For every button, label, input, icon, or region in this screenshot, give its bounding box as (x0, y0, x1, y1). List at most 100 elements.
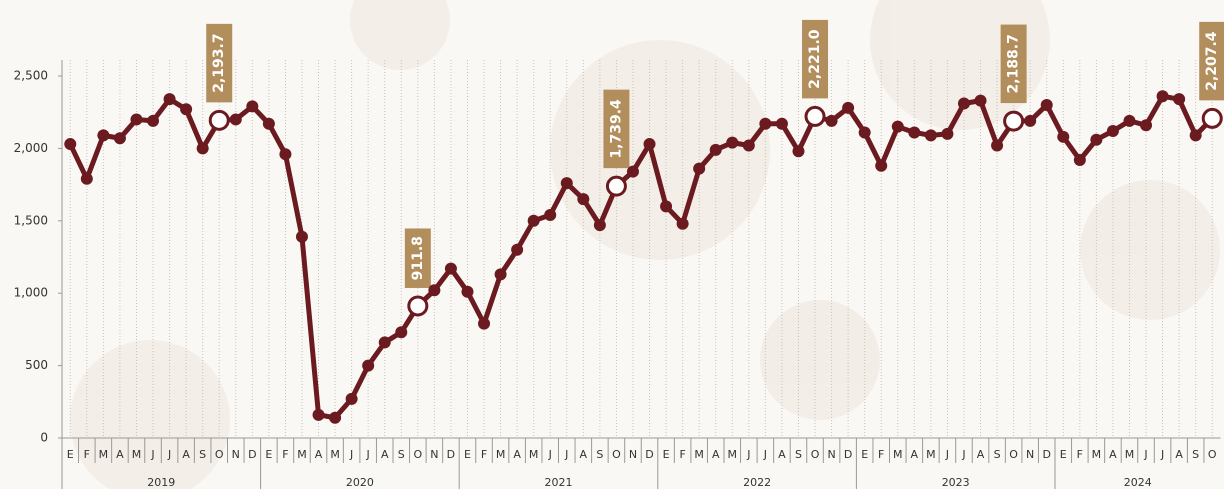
x-tick-label: F (84, 448, 90, 461)
y-tick-label: 1,000 (14, 286, 48, 300)
x-tick-label: F (481, 448, 487, 461)
x-tick-label: J (150, 448, 154, 461)
data-point (1106, 125, 1119, 138)
data-point (444, 262, 457, 275)
x-tick-label: O (215, 448, 224, 461)
x-tick-label: S (398, 448, 405, 461)
y-tick-label: 0 (40, 431, 48, 445)
data-point (957, 97, 970, 110)
year-label: 2019 (147, 476, 175, 489)
data-point (428, 284, 441, 297)
value-label: 1,739.4 (608, 99, 624, 159)
x-tick-label: M (132, 448, 142, 461)
x-tick-label: F (282, 448, 288, 461)
x-tick-label: N (232, 448, 240, 461)
x-tick-label: M (99, 448, 109, 461)
x-tick-label: M (330, 448, 340, 461)
data-point (511, 243, 524, 256)
data-point (196, 142, 209, 155)
x-tick-label: D (1042, 448, 1050, 461)
data-point (742, 139, 755, 152)
value-label-box (603, 89, 630, 169)
data-point (478, 317, 491, 330)
x-tick-label: S (795, 448, 802, 461)
data-point (246, 100, 259, 113)
data-point (759, 117, 772, 130)
x-tick-label: S (994, 448, 1001, 461)
x-tick-label: J (349, 448, 353, 461)
x-tick-label: D (447, 448, 455, 461)
data-point (924, 129, 937, 142)
x-tick-label: F (1077, 448, 1083, 461)
x-tick-label: O (811, 448, 820, 461)
x-tick-label: N (430, 448, 438, 461)
x-tick-label: M (529, 448, 539, 461)
x-tick-label: S (199, 448, 206, 461)
x-tick-label: A (513, 448, 521, 461)
data-point (1073, 153, 1086, 166)
x-tick-label: E (265, 448, 272, 461)
data-point (1140, 119, 1153, 132)
data-point (80, 172, 93, 185)
data-point (229, 113, 242, 126)
x-tick-label: M (297, 448, 307, 461)
data-point (395, 326, 408, 339)
data-point (941, 127, 954, 140)
data-point (726, 136, 739, 149)
data-point (147, 114, 160, 127)
year-label: 2024 (1124, 476, 1152, 489)
data-point (709, 143, 722, 156)
x-tick-label: E (464, 448, 471, 461)
x-tick-label: O (413, 448, 422, 461)
value-label: 2,193.7 (211, 33, 227, 92)
data-point (908, 126, 921, 139)
x-tick-label: E (1060, 448, 1067, 461)
data-point (775, 117, 788, 130)
x-tick-label: M (893, 448, 903, 461)
highlight-point (208, 109, 230, 131)
data-point (891, 120, 904, 133)
x-tick-label: S (596, 448, 603, 461)
highlight-point (605, 175, 627, 197)
data-point (494, 268, 507, 281)
x-tick-label: A (1109, 448, 1117, 461)
x-tick-label: E (67, 448, 74, 461)
background-decoration (70, 0, 1220, 489)
x-tick-label: M (1092, 448, 1102, 461)
x-tick-label: J (763, 448, 767, 461)
data-point (676, 217, 689, 230)
data-point (693, 162, 706, 175)
year-label: 2022 (743, 476, 771, 489)
x-tick-label: A (977, 448, 985, 461)
data-point (1024, 114, 1037, 127)
x-tick-label: J (548, 448, 552, 461)
x-tick-label: J (564, 448, 568, 461)
value-label-box (206, 23, 233, 103)
year-label: 2021 (545, 476, 573, 489)
x-tick-label: J (961, 448, 965, 461)
highlight-point (1201, 107, 1223, 129)
x-tick-label: J (366, 448, 370, 461)
x-tick-label: A (315, 448, 323, 461)
x-tick-label: F (878, 448, 884, 461)
x-tick-label: O (1009, 448, 1018, 461)
value-label-box (404, 228, 431, 288)
x-tick-label: O (1208, 448, 1217, 461)
x-tick-label: A (116, 448, 124, 461)
data-point (1173, 93, 1186, 106)
y-tick-label: 1,500 (14, 213, 48, 227)
highlight-point (804, 105, 826, 127)
data-point (544, 209, 557, 222)
x-tick-label: D (248, 448, 256, 461)
data-point (362, 359, 375, 372)
data-point (792, 145, 805, 158)
x-tick-label: M (694, 448, 704, 461)
data-point (643, 138, 656, 151)
x-tick-label: N (629, 448, 637, 461)
x-tick-label: J (945, 448, 949, 461)
data-point (180, 103, 193, 116)
x-tick-label: J (167, 448, 171, 461)
x-tick-label: M (1125, 448, 1135, 461)
x-tick-label: A (1175, 448, 1183, 461)
